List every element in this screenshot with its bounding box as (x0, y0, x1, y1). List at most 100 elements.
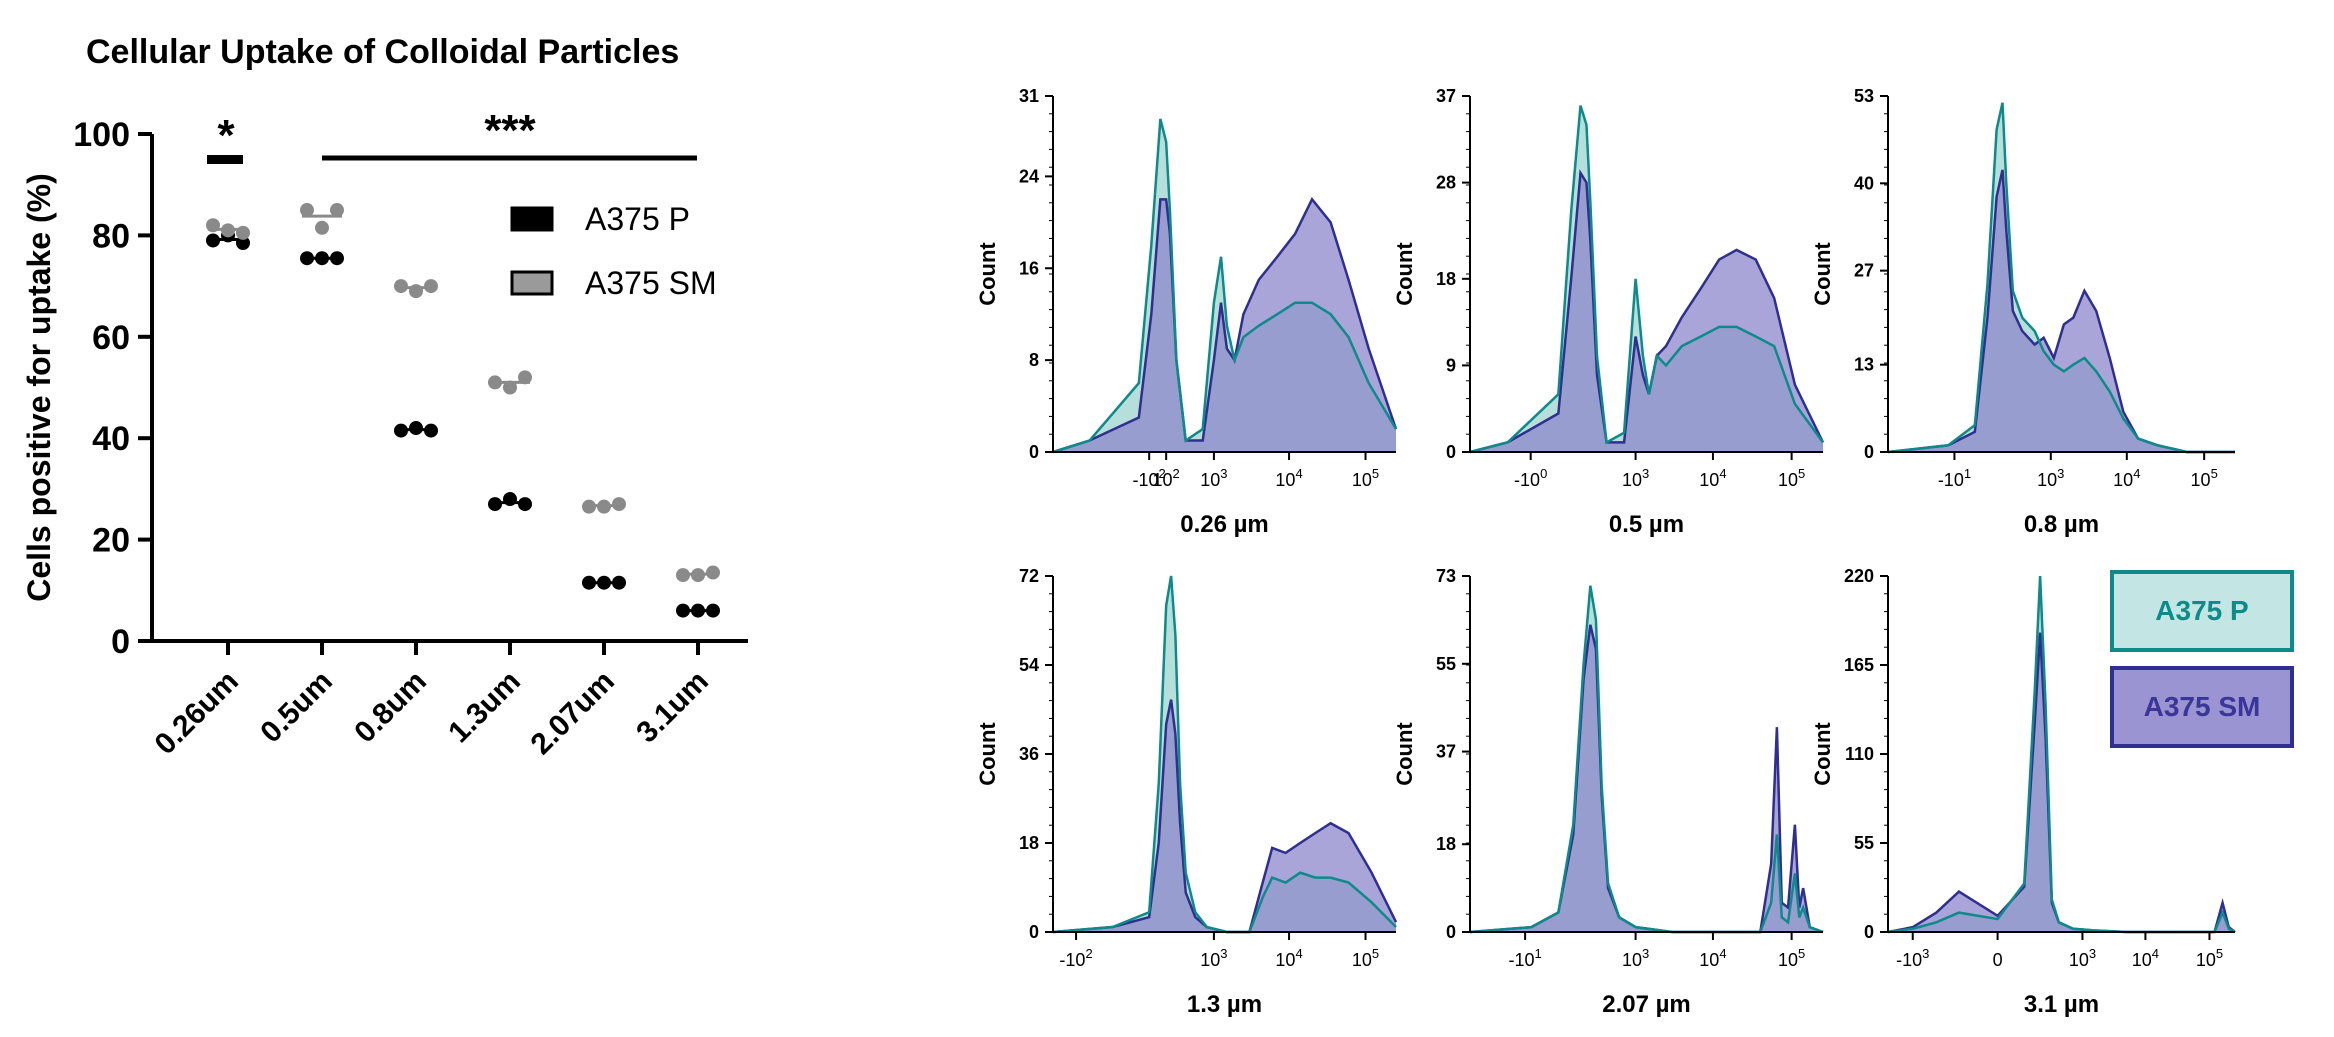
data-point (691, 603, 705, 618)
hist-y-tick-label: 13 (1854, 355, 1874, 375)
series-line-a375-p (1052, 118, 1398, 454)
data-point (706, 565, 720, 580)
data-point (503, 492, 517, 507)
hist-title: 2.07 µm (1602, 991, 1691, 1018)
hist-x-tick-label: 104 (1275, 466, 1302, 490)
data-point (706, 603, 720, 618)
hist-y-tick-label: 73 (1436, 566, 1456, 586)
hist-x-tick-label: 0 (1993, 950, 2003, 970)
data-point (597, 499, 611, 514)
hist-y-label: Count (975, 242, 1000, 306)
hist-x-tick-label: 103 (1200, 946, 1227, 970)
hist-x-tick-label: 105 (1352, 946, 1379, 970)
hist-x-tick-label: -101 (1938, 466, 1971, 490)
series-line-a375-p (1469, 105, 1825, 454)
tick-exponent: 2 (1173, 466, 1180, 481)
hist-y-tick-label: 18 (1436, 834, 1456, 854)
y-tick-label: 40 (92, 420, 130, 458)
data-point (424, 423, 438, 438)
tick-exponent: 4 (1295, 466, 1302, 481)
series-area-a375-sm (1053, 199, 1396, 452)
hist-y-tick-label: 28 (1436, 173, 1456, 193)
series-area-a375-sm (1470, 624, 1823, 932)
histogram-legend-a375-p: A375 P (2110, 570, 2294, 652)
y-tick-label: 80 (92, 217, 130, 255)
data-point (300, 203, 314, 218)
hist-y-tick-label: 40 (1854, 173, 1874, 193)
hist-y-tick-label: 53 (1854, 86, 1874, 106)
data-point (300, 251, 314, 266)
tick-exponent: 1 (1535, 946, 1542, 961)
data-point (676, 568, 690, 583)
tick-exponent: 3 (1922, 946, 1929, 961)
sig-label-1: * (217, 111, 235, 160)
hist-y-tick-label: 72 (1019, 566, 1039, 586)
histogram-panel: 0 9 18 28 37 -100 103 104 105 Count 0.5 µm (1392, 86, 1825, 538)
hist-y-tick-label: 9 (1446, 355, 1456, 375)
hist-y-tick-label: 31 (1019, 86, 1039, 106)
hist-y-tick-label: 0 (1864, 922, 1874, 942)
data-point (488, 497, 502, 512)
data-point (691, 568, 705, 583)
tick-exponent: 3 (1642, 466, 1649, 481)
data-point (394, 279, 408, 294)
x-tick-label: 0.5um (254, 665, 339, 750)
x-tick-label: 0.8um (348, 665, 433, 750)
data-point (330, 251, 344, 266)
y-tick-label: 60 (92, 319, 130, 357)
data-point (518, 497, 532, 512)
y-tick-label: 100 (73, 116, 130, 154)
hist-x-tick-label: 103 (1622, 466, 1649, 490)
hist-y-tick-label: 54 (1019, 655, 1039, 675)
hist-title: 0.26 µm (1180, 511, 1269, 538)
hist-y-tick-label: 24 (1019, 166, 1039, 186)
data-point (394, 423, 408, 438)
tick-exponent: 3 (1220, 466, 1227, 481)
series-line-a375-p (1052, 575, 1397, 934)
data-point (409, 284, 423, 299)
tick-exponent: 4 (2152, 946, 2159, 961)
tick-exponent: 3 (2089, 946, 2096, 961)
tick-exponent: 4 (1719, 946, 1726, 961)
y-tick-label: 20 (92, 522, 130, 560)
hist-x-tick-label: 103 (2069, 946, 2096, 970)
tick-exponent: 2 (1159, 466, 1166, 481)
hist-x-tick-label: 103 (1622, 946, 1649, 970)
tick-exponent: 2 (1085, 946, 1092, 961)
data-point (488, 375, 502, 390)
histogram-legend-a375-sm: A375 SM (2110, 666, 2294, 748)
hist-x-tick-label: 103 (2037, 466, 2064, 490)
tick-exponent: 5 (1372, 466, 1379, 481)
hist-x-tick-label: -103 (1896, 946, 1929, 970)
data-point (315, 251, 329, 266)
histogram-panel: 0 18 37 55 73 -101 103 104 105 Count 2.07 µm (1392, 566, 1824, 1018)
hist-y-tick-label: 36 (1019, 744, 1039, 764)
tick-exponent: 4 (2133, 466, 2140, 481)
data-point (612, 497, 626, 512)
hist-x-tick-label: 104 (1275, 946, 1302, 970)
x-tick-label: 0.26um (149, 665, 245, 761)
hist-y-tick-label: 0 (1029, 442, 1039, 462)
hist-x-tick-label: -100 (1514, 466, 1547, 490)
tick-exponent: 3 (1642, 946, 1649, 961)
tick-exponent: 5 (2211, 466, 2218, 481)
hist-y-tick-label: 37 (1436, 86, 1456, 106)
data-point (206, 233, 220, 248)
series-area-a375-sm (1470, 172, 1823, 453)
hist-x-tick-label: 104 (1699, 946, 1726, 970)
tick-exponent: 0 (1540, 466, 1547, 481)
tick-exponent: 3 (1220, 946, 1227, 961)
hist-title: 0.5 µm (1609, 511, 1684, 538)
x-tick-label: 2.07um (525, 665, 621, 761)
data-point (612, 575, 626, 590)
data-point (424, 279, 438, 294)
sig-bar-1 (207, 155, 243, 164)
data-point (221, 223, 235, 238)
hist-y-tick-label: 16 (1019, 258, 1039, 278)
hist-title: 3.1 µm (2024, 991, 2099, 1018)
hist-y-tick-label: 0 (1446, 442, 1456, 462)
series-area-a375-sm (1053, 699, 1396, 932)
data-point (330, 203, 344, 218)
